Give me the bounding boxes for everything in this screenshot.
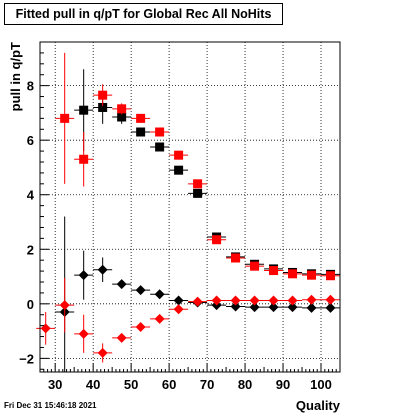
data-point [135,285,146,296]
y-axis-label: pull in q/pT [8,42,23,111]
data-point [154,289,165,300]
data-point [192,296,203,307]
data-point [325,294,336,305]
y-tick-label: 2 [27,242,34,257]
data-point [193,179,203,189]
chart-title: Fitted pull in q/pT for Global Rec All N… [4,3,283,25]
plot-frame [39,41,341,373]
data-point [136,113,146,123]
data-point [78,270,89,281]
x-tick-label: 60 [162,377,176,392]
y-tick-label: 8 [27,79,34,94]
x-tick-label: 50 [124,377,138,392]
y-tick-label: −2 [19,351,34,366]
grid-layer [40,42,340,372]
x-tick-label: 80 [238,377,252,392]
data-point [307,270,317,280]
data-point [60,113,70,123]
data-point [287,302,298,313]
data-point [174,165,184,175]
data-point [135,322,146,332]
data-point [230,301,241,312]
data-point [79,105,89,115]
data-point [174,150,184,160]
data-point [79,154,89,164]
data-point [136,127,146,137]
data-point [154,313,165,324]
y-tick-label: 6 [27,133,34,148]
data-point [269,266,279,276]
timestamp-footer: Fri Dec 31 15:46:18 2021 [4,401,97,410]
axis-layer: 30 40 50 60 70 80 90 100 −2 0 2 4 6 8 [19,41,341,392]
y-tick-label: 4 [27,188,35,203]
data-point [155,127,165,137]
series-1 [55,52,340,281]
data-point [173,295,184,306]
data-point [116,332,127,343]
data-point [212,235,222,245]
data-point [117,104,127,114]
x-tick-label: 70 [200,377,214,392]
series-2 [55,216,340,372]
data-point [59,300,70,311]
data-point [97,264,108,275]
data-point [117,112,127,122]
data-point [97,347,108,358]
x-tick-label: 90 [276,377,290,392]
series-3 [36,277,340,363]
data-point [98,90,108,100]
data-point [268,302,279,313]
data-point [268,295,279,306]
data-point [288,269,298,279]
data-point [78,328,89,339]
data-point [231,253,241,263]
data-point [325,302,336,313]
data-layer [36,52,340,372]
data-point [230,295,241,306]
data-point [193,188,203,198]
x-tick-label: 30 [48,377,62,392]
data-point [249,302,260,313]
data-point [211,295,222,306]
data-point [249,295,260,306]
data-point [306,294,317,305]
x-tick-label: 40 [86,377,100,392]
x-axis-label: Quality [296,398,341,413]
data-point [98,102,108,112]
data-point [173,304,184,315]
data-point [306,302,317,313]
x-tick-label: 100 [310,377,332,392]
data-point [116,279,127,290]
data-point [250,261,260,271]
data-point [40,323,51,334]
data-point [287,295,298,306]
data-point [155,142,165,152]
data-point [326,271,336,281]
y-tick-label: 0 [27,297,34,312]
